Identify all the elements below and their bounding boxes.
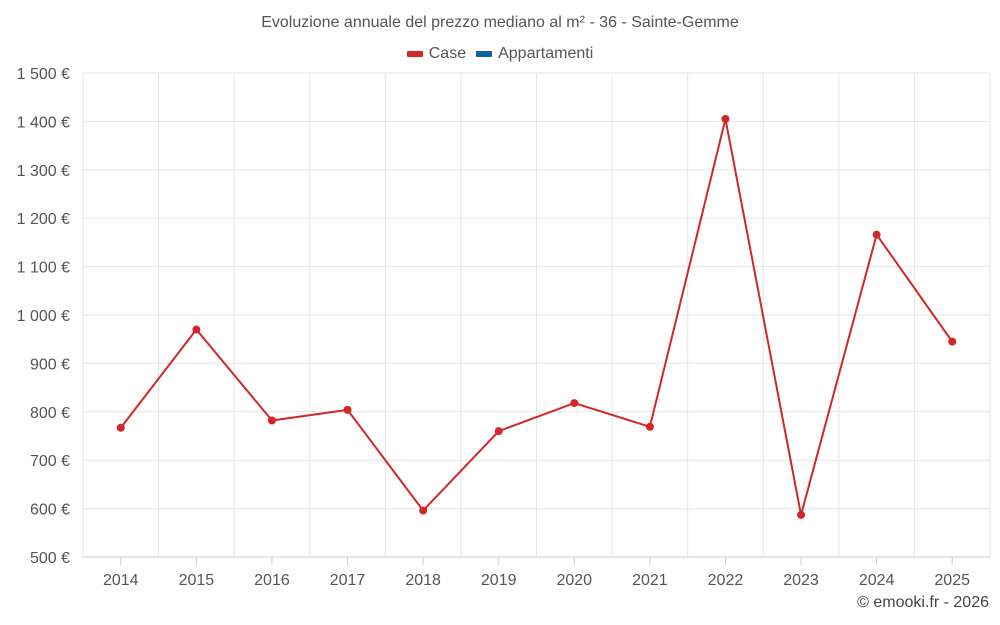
y-tick-label: 700 €	[30, 453, 70, 470]
y-tick-label: 500 €	[30, 550, 70, 567]
data-point[interactable]	[419, 506, 428, 515]
data-point[interactable]	[116, 423, 125, 432]
credit-text: © emooki.fr - 2026	[857, 594, 989, 611]
data-point[interactable]	[721, 114, 730, 123]
legend-item-case[interactable]: Case	[406, 45, 467, 63]
y-tick-label: 1 200 €	[17, 211, 70, 228]
x-tick-label: 2022	[708, 572, 744, 589]
y-tick-label: 800 €	[30, 405, 70, 422]
data-point[interactable]	[267, 416, 276, 425]
grid	[82, 72, 991, 558]
x-tick-label: 2025	[934, 572, 970, 589]
x-tick-label: 2023	[783, 572, 819, 589]
y-tick-label: 1 100 €	[17, 260, 70, 277]
data-point[interactable]	[872, 230, 881, 239]
legend-label-case: Case	[428, 45, 467, 62]
x-tick-label: 2017	[330, 572, 366, 589]
x-tick-label: 2015	[179, 572, 215, 589]
y-tick-label: 1 500 €	[17, 66, 70, 83]
legend-label-appartamenti: Appartamenti	[498, 45, 594, 62]
y-tick-label: 1 000 €	[17, 308, 70, 325]
x-tick-label: 2021	[632, 572, 668, 589]
series-line-case	[119, 117, 954, 516]
x-tick-label: 2024	[859, 572, 895, 589]
y-tick-label: 1 300 €	[17, 163, 70, 180]
data-point[interactable]	[948, 337, 957, 346]
y-tick-label: 900 €	[30, 356, 70, 373]
x-tick-label: 2019	[481, 572, 517, 589]
legend: Case Appartamenti	[0, 45, 1000, 63]
axes: 500 € 600 € 700 € 800 € 900 € 1 000 € 1 100 € 1…	[17, 66, 990, 589]
x-tick-label: 2016	[254, 572, 290, 589]
series-layer	[116, 114, 957, 519]
data-point[interactable]	[570, 399, 579, 408]
x-tick-label: 2014	[103, 572, 139, 589]
data-point[interactable]	[192, 325, 201, 334]
y-tick-label: 1 400 €	[17, 114, 70, 131]
data-point[interactable]	[797, 510, 806, 519]
data-point[interactable]	[645, 422, 654, 431]
legend-item-appartamenti[interactable]: Appartamenti	[476, 45, 593, 63]
data-point[interactable]	[494, 427, 503, 436]
y-tick-label: 600 €	[30, 502, 70, 519]
data-point[interactable]	[343, 405, 352, 414]
legend-swatch-case	[406, 51, 423, 57]
x-tick-label: 2020	[556, 572, 592, 589]
legend-swatch-appartamenti	[476, 51, 493, 57]
chart-title: Evoluzione annuale del prezzo mediano al…	[261, 14, 739, 31]
x-tick-label: 2018	[405, 572, 441, 589]
